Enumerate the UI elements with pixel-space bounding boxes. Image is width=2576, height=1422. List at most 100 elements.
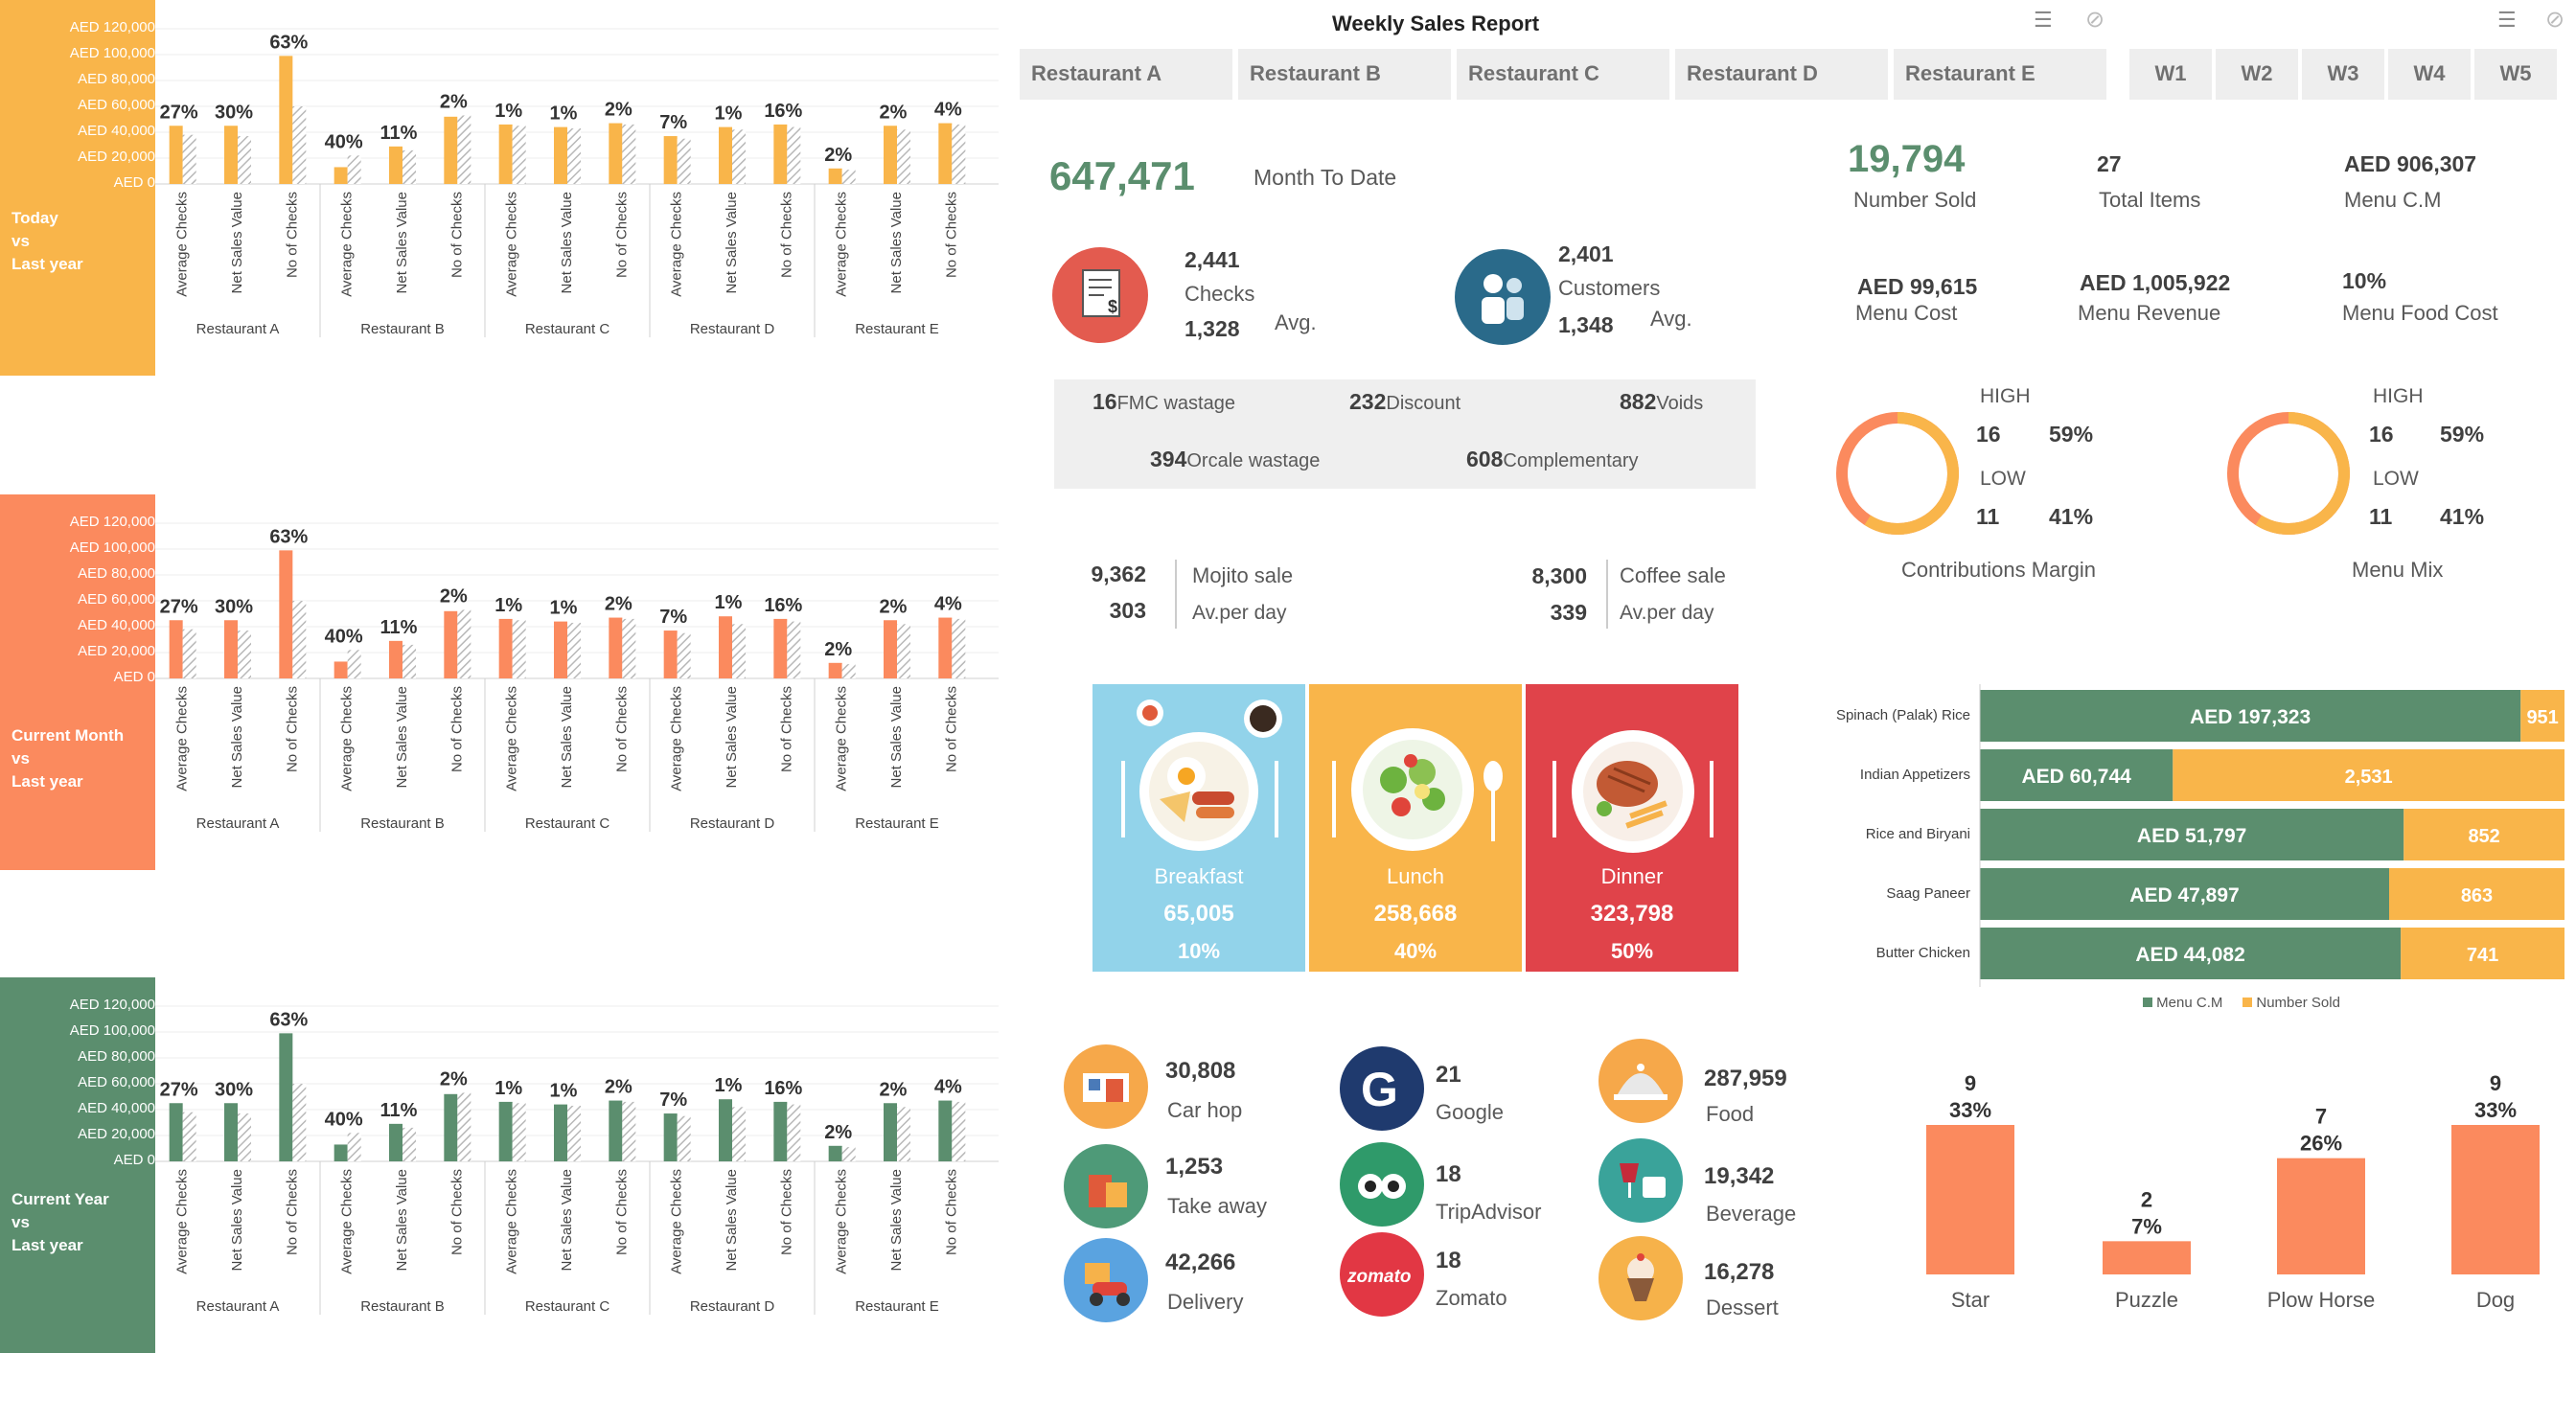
legend-item: Number Sold <box>2256 995 2340 1011</box>
tab-w5[interactable]: W5 <box>2474 49 2557 100</box>
data-label: 16% <box>764 1078 802 1099</box>
tab-restaurant-c[interactable]: Restaurant C <box>1457 49 1669 100</box>
bar-last-year <box>567 1105 581 1161</box>
x-tick-label: Average Checks <box>834 1169 850 1274</box>
bar-current <box>498 124 513 184</box>
category-label: Saag Paneer <box>1886 885 1970 902</box>
data-label: 11% <box>380 123 418 144</box>
x-tick-label: Net Sales Value <box>229 192 245 293</box>
tab-restaurant-d[interactable]: Restaurant D <box>1675 49 1888 100</box>
sidebar-current-month: AED 120,000 AED 100,000 AED 80,000 AED 60,0… <box>0 494 155 870</box>
bar-current <box>938 123 953 184</box>
tab-restaurant-b[interactable]: Restaurant B <box>1238 49 1451 100</box>
y-tick-label: AED 40,000 <box>78 123 155 139</box>
data-label: 33% <box>2474 1098 2517 1122</box>
chart-today: 27% Average Checks 30% Net Sales Value 63% No… <box>155 28 999 337</box>
voids-label: Voids <box>1656 393 1704 414</box>
bar-current <box>719 616 732 678</box>
y-tick-label: AED 0 <box>113 174 155 191</box>
legend: Menu C.M Number Sold <box>2143 995 2340 1011</box>
donut-title: Contributions Margin <box>1901 558 2096 582</box>
bar-last-year <box>292 1084 307 1161</box>
x-tick-label: No of Checks <box>778 192 794 278</box>
x-tick-label: No of Checks <box>448 686 465 772</box>
bar-current <box>169 620 183 678</box>
bar-current <box>498 618 513 678</box>
data-label: 2 <box>2141 1187 2152 1211</box>
clear-filter-icon-weeks[interactable]: ⊘ <box>2545 7 2565 33</box>
x-tick-label: Average Checks <box>669 192 685 297</box>
tab-w4[interactable]: W4 <box>2388 49 2471 100</box>
bar-last-year <box>238 136 251 184</box>
bar-current <box>169 1103 183 1161</box>
bar-current <box>773 618 788 678</box>
meal-name: Dinner <box>1600 864 1664 888</box>
meal-breakfast: Breakfast 65,005 10% <box>1092 684 1305 972</box>
group-label: Restaurant D <box>690 321 775 337</box>
tab-w2[interactable]: W2 <box>2216 49 2298 100</box>
data-label: 741 <box>2467 945 2498 966</box>
data-label: 2% <box>440 91 468 112</box>
x-tick-label: Net Sales Value <box>394 686 410 788</box>
x-tick-label: Net Sales Value <box>724 1169 740 1271</box>
donut-contributions-margin <box>1836 412 1959 535</box>
bar-last-year <box>952 124 966 184</box>
x-tick-label: No of Checks <box>778 686 794 772</box>
bar-menu-cm <box>1980 868 2389 920</box>
y-tick-label: AED 0 <box>113 1152 155 1168</box>
data-label: 9 <box>2490 1071 2501 1095</box>
x-tick-label: No of Checks <box>284 192 300 278</box>
mtd-value: 647,471 <box>1049 153 1195 198</box>
orcale-label: Orcale wastage <box>1186 450 1321 471</box>
bar-last-year <box>402 149 416 184</box>
menu-cost-value: AED 99,615 <box>1857 274 1978 299</box>
bar-current <box>224 620 238 678</box>
mojito-perday: 303 <box>1109 598 1146 623</box>
tab-w3[interactable]: W3 <box>2302 49 2384 100</box>
bar-menu-cm <box>1980 749 2174 801</box>
bar-last-year <box>292 601 307 678</box>
tab-w1[interactable]: W1 <box>2129 49 2212 100</box>
bar-last-year <box>347 650 361 678</box>
bar-last-year <box>732 1107 746 1161</box>
checks-avg: 1,328 <box>1184 316 1240 341</box>
bar-number-sold <box>2520 690 2564 742</box>
bar-last-year <box>841 1147 856 1161</box>
donut-low-pct: 41% <box>2440 504 2485 529</box>
multi-select-icon[interactable]: ☰ <box>2034 8 2053 32</box>
clear-filter-icon[interactable]: ⊘ <box>2085 7 2105 33</box>
tab-restaurant-e[interactable]: Restaurant E <box>1894 49 2106 100</box>
channel-value: 19,342 <box>1704 1163 1775 1189</box>
food-cost-value: 10% <box>2342 268 2387 293</box>
data-label: 2% <box>440 585 468 607</box>
multi-select-icon-weeks[interactable]: ☰ <box>2497 8 2517 32</box>
total-items-label: Total Items <box>2099 188 2201 212</box>
meal-name: Lunch <box>1387 864 1444 888</box>
bar-current <box>719 1099 732 1161</box>
group-label: Restaurant B <box>360 1298 445 1315</box>
category-label: Indian Appetizers <box>1859 767 1970 783</box>
discount-value: 232 <box>1349 389 1387 414</box>
bar-last-year <box>897 624 910 678</box>
bar-last-year <box>238 631 251 678</box>
bar-current <box>334 167 348 184</box>
data-label: 7 <box>2315 1105 2327 1129</box>
menu-items-bars: AED 197,323 951 AED 60,744 2,531 AED 51,797 8… <box>1979 684 2564 987</box>
bar-current <box>884 1103 897 1161</box>
y-tick-label: AED 80,000 <box>78 71 155 87</box>
legend-item: Menu C.M <box>2156 995 2223 1011</box>
bar-current <box>884 620 897 678</box>
data-label: 27% <box>160 596 198 617</box>
x-tick-label: No of Checks <box>448 1169 465 1255</box>
tab-restaurant-a[interactable]: Restaurant A <box>1020 49 1232 100</box>
bar-last-year <box>292 106 307 184</box>
checks-avg-label: Avg. <box>1275 310 1317 334</box>
bar-current <box>554 621 567 678</box>
bar-last-year <box>787 126 801 184</box>
x-tick-label: No of Checks <box>778 1169 794 1255</box>
donut-title: Menu Mix <box>2352 558 2444 582</box>
bar-current <box>609 1100 623 1161</box>
group-label: Restaurant A <box>196 321 280 337</box>
channel-value: 18 <box>1436 1161 1461 1187</box>
bar-last-year <box>622 1101 636 1161</box>
